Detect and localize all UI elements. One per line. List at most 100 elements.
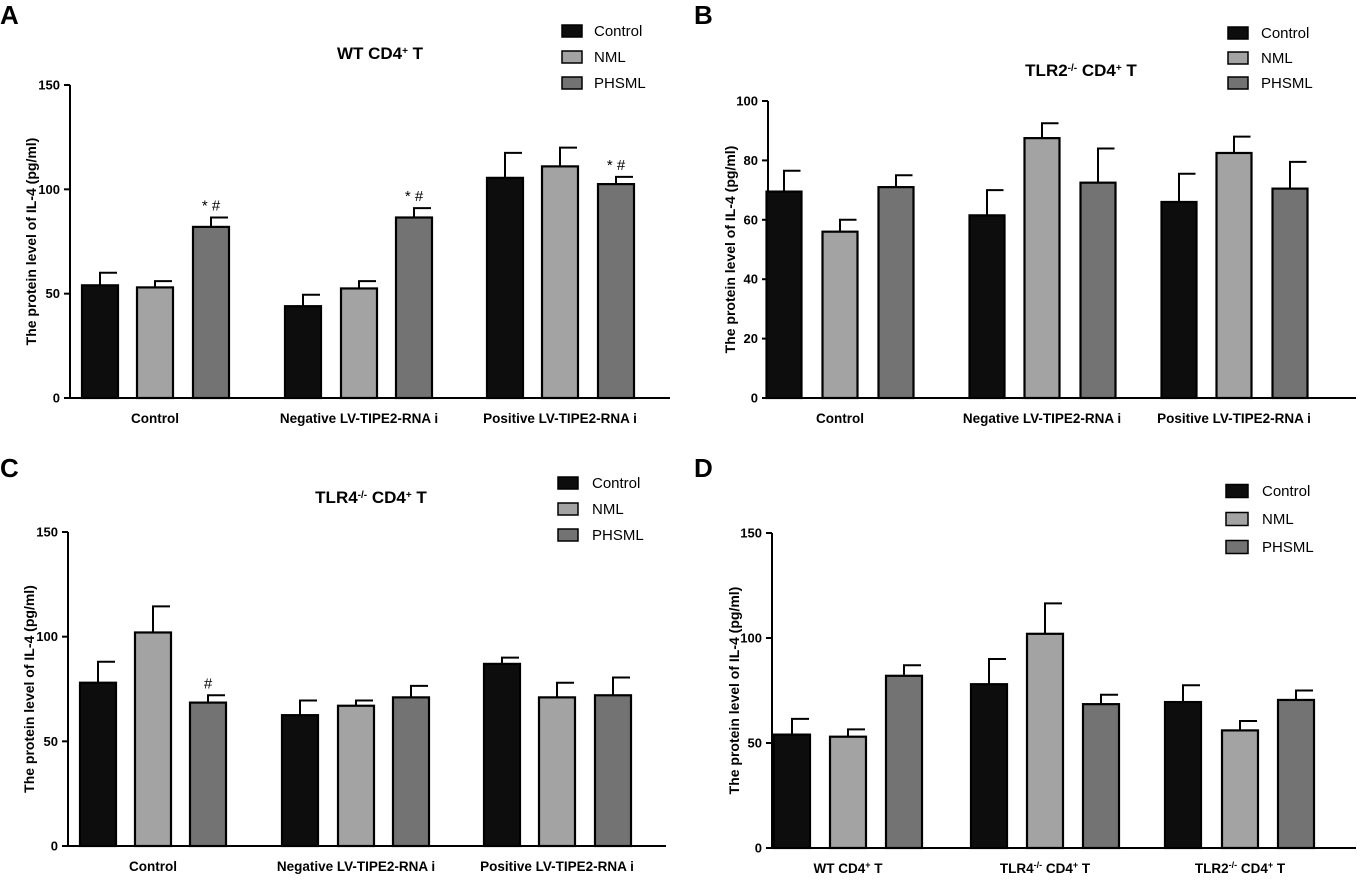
x-category-label-sup: -/- <box>1034 860 1043 870</box>
significance-marker: # <box>204 675 213 692</box>
bar-phsml <box>877 186 915 400</box>
bar-control <box>482 662 522 848</box>
significance-marker: * # <box>405 188 424 205</box>
chart-title-main: TLR4 <box>315 488 358 507</box>
legend-swatch-control <box>1225 483 1249 499</box>
y-tick-label: 50 <box>46 286 60 301</box>
legend-label: PHSML <box>594 75 646 92</box>
y-tick-label: 150 <box>740 526 762 541</box>
y-axis-label: The protein level of IL-4 (pg/ml) <box>23 138 39 346</box>
chart-title-sup: -/- <box>358 490 367 501</box>
x-category-label-sup2: + <box>1073 860 1078 870</box>
panel-b: B TLR2-/- CD4+ T The protein level of IL-4… <box>694 0 1356 426</box>
chart-title: TLR4-/- CD4+ T <box>315 488 427 507</box>
bar-phsml <box>394 216 434 400</box>
bar-nml <box>1220 729 1260 850</box>
y-tick-label: 20 <box>744 331 758 346</box>
bar-nml <box>537 696 577 848</box>
x-category-label-main: Control <box>816 411 864 426</box>
bar-nml <box>1025 632 1065 850</box>
bar-nml <box>1023 137 1061 400</box>
chart-title: WT CD4+ T <box>337 44 424 63</box>
bar-nml <box>1215 151 1253 400</box>
bar-nml <box>339 287 379 400</box>
x-category-label-mid: CD4 <box>1237 861 1268 876</box>
x-category-label-tail: T <box>1273 861 1286 876</box>
panel-a: A WT CD4+ T The protein level of IL-4 (pg/… <box>0 0 670 426</box>
x-category-label-main: Positive LV-TIPE2-RNA i <box>1157 411 1311 426</box>
legend-swatch-phsml <box>1225 539 1249 555</box>
significance-marker: * # <box>202 198 221 215</box>
panel-d: D The protein level of IL-4 (pg/ml) 0 50 100… <box>694 453 1356 876</box>
legend: Control NML PHSML <box>561 23 646 92</box>
x-category-label-main: TLR4 <box>1000 861 1034 876</box>
y-tick-label: 40 <box>744 272 758 287</box>
x-category-label: Positive LV-TIPE2-RNA i <box>480 859 634 874</box>
x-category-label: Positive LV-TIPE2-RNA i <box>483 411 637 426</box>
bar-phsml <box>1276 698 1316 850</box>
x-category-label-main: WT CD4 <box>813 861 865 876</box>
y-tick-label: 0 <box>755 841 762 856</box>
x-category-label-main: Negative LV-TIPE2-RNA i <box>280 411 438 426</box>
x-category-label: Control <box>131 411 179 426</box>
legend-label: NML <box>1261 50 1293 67</box>
x-category-label-main: Positive LV-TIPE2-RNA i <box>483 411 637 426</box>
chart-title-mid: CD4 <box>1077 61 1116 80</box>
x-category-label-tail: T <box>871 861 884 876</box>
bar-phsml <box>1271 187 1309 400</box>
chart-title-main: WT CD4 <box>337 44 403 63</box>
bar-control <box>283 305 323 400</box>
panel-letter: D <box>694 453 713 483</box>
x-category-label: WT CD4+ T <box>813 860 883 876</box>
x-category-label: Negative LV-TIPE2-RNA i <box>277 859 435 874</box>
legend-label: Control <box>594 23 642 40</box>
panel-c: C TLR4-/- CD4+ T The protein level of IL-4… <box>0 453 666 874</box>
bar-phsml <box>1081 703 1121 850</box>
bar-phsml <box>596 183 636 400</box>
y-tick-label: 100 <box>36 629 58 644</box>
x-category-label-main: Positive LV-TIPE2-RNA i <box>480 859 634 874</box>
x-category-label-main: Negative LV-TIPE2-RNA i <box>963 411 1121 426</box>
bar-nml <box>336 704 376 848</box>
legend: Control NML PHSML <box>1225 483 1314 556</box>
x-category-label-sup: + <box>865 860 870 870</box>
y-tick-label: 0 <box>51 839 58 854</box>
y-axis-label: The protein level of IL-4 (pg/ml) <box>722 146 738 354</box>
bar-control <box>485 176 525 400</box>
x-category-label: TLR4-/- CD4+ T <box>1000 860 1091 876</box>
bar-phsml <box>1079 181 1117 400</box>
legend-swatch-nml <box>561 50 583 64</box>
x-category-label-sup2: + <box>1268 860 1273 870</box>
chart-title-tail: T <box>412 488 428 507</box>
bar-control <box>1160 200 1198 400</box>
chart-title-mid: CD4 <box>367 488 406 507</box>
chart-title-tail: T <box>408 44 424 63</box>
x-category-label: Negative LV-TIPE2-RNA i <box>963 411 1121 426</box>
legend-label: Control <box>592 475 640 492</box>
legend-swatch-control <box>1227 26 1249 40</box>
bar-control <box>1163 700 1203 850</box>
y-tick-label: 100 <box>736 94 758 109</box>
legend-swatch-phsml <box>561 76 583 90</box>
bar-phsml <box>191 225 231 400</box>
legend-swatch-phsml <box>1227 76 1249 90</box>
x-category-label: Control <box>816 411 864 426</box>
panel-letter: B <box>694 0 713 30</box>
legend-label: NML <box>1262 511 1294 528</box>
chart-title-sup: -/- <box>1068 63 1077 74</box>
legend-label: Control <box>1262 483 1310 500</box>
chart-title-sup: + <box>402 46 408 57</box>
legend-swatch-control <box>561 24 583 38</box>
x-category-label: Control <box>129 859 177 874</box>
chart-title-sup2: + <box>1116 63 1122 74</box>
chart-title-sup2: + <box>406 490 412 501</box>
bar-nml <box>821 230 859 400</box>
bar-nml <box>135 286 175 400</box>
panel-letter: C <box>0 453 19 483</box>
y-tick-label: 100 <box>38 182 60 197</box>
bar-control <box>772 733 812 850</box>
bar-nml <box>133 631 173 848</box>
legend-label: PHSML <box>592 527 644 544</box>
chart-title-main: TLR2 <box>1025 61 1068 80</box>
